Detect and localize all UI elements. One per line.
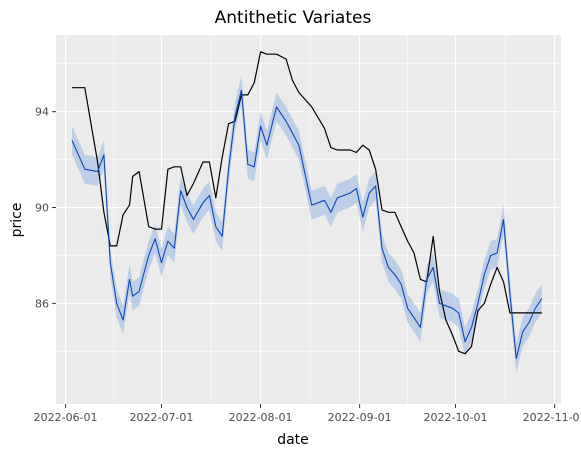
minor-gridlines (56, 35, 561, 404)
y-axis-ticks: 86 90 94 (35, 106, 56, 310)
x-axis-label: date (277, 432, 309, 448)
actual-price-line (72, 51, 542, 355)
x-tick-label: 2022-10-01 (424, 411, 488, 424)
x-tick-label: 2022-08-01 (229, 411, 293, 424)
x-tick-label: 2022-11-01 (523, 411, 581, 424)
y-tick-label: 94 (35, 106, 49, 119)
estimate-price-line (71, 89, 543, 360)
y-tick-label: 90 (35, 202, 49, 215)
y-axis-label: price (9, 203, 25, 238)
x-axis-ticks: 2022-06-01 2022-07-01 2022-08-01 2022-09-01… (34, 404, 581, 424)
x-tick-label: 2022-06-01 (34, 411, 98, 424)
x-tick-label: 2022-09-01 (328, 411, 392, 424)
chart-title: Antithetic Variates (215, 8, 372, 28)
series-lines (71, 51, 543, 360)
plot-panel (56, 35, 561, 404)
y-tick-label: 86 (35, 297, 49, 310)
x-tick-label: 2022-07-01 (130, 411, 194, 424)
